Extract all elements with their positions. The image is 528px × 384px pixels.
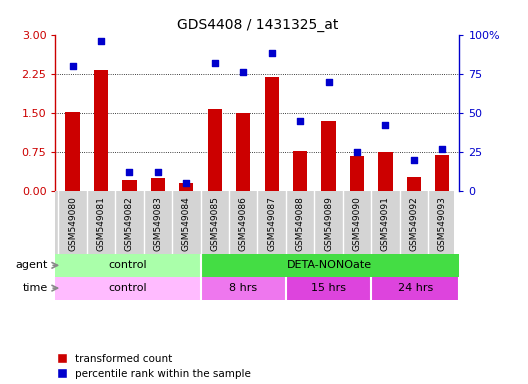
Text: agent: agent: [15, 260, 48, 270]
Text: GSM549087: GSM549087: [267, 196, 276, 251]
Bar: [208, 109, 222, 191]
Text: GSM549082: GSM549082: [125, 196, 134, 251]
Text: time: time: [22, 283, 48, 293]
Point: [381, 122, 390, 129]
Point: [353, 149, 361, 155]
Point: [438, 146, 447, 152]
Bar: [293, 151, 307, 191]
Bar: [435, 155, 449, 191]
Text: GSM549092: GSM549092: [409, 196, 418, 251]
Bar: [94, 70, 108, 191]
Point: [410, 157, 418, 163]
Text: GSM549088: GSM549088: [296, 196, 305, 251]
Bar: [65, 112, 80, 191]
Title: GDS4408 / 1431325_at: GDS4408 / 1431325_at: [177, 18, 338, 32]
Bar: [407, 177, 421, 191]
Bar: [265, 78, 279, 191]
Point: [154, 169, 162, 175]
Point: [267, 50, 276, 56]
Text: GSM549083: GSM549083: [153, 196, 162, 251]
Text: GSM549089: GSM549089: [324, 196, 333, 251]
Bar: [322, 121, 336, 191]
Bar: [350, 156, 364, 191]
Point: [68, 63, 77, 69]
Point: [97, 38, 105, 44]
Bar: [122, 180, 137, 191]
Bar: [201, 277, 286, 300]
Point: [182, 180, 191, 187]
Bar: [55, 254, 201, 277]
Text: GSM549093: GSM549093: [438, 196, 447, 251]
Point: [296, 118, 304, 124]
Text: GSM549090: GSM549090: [353, 196, 362, 251]
Bar: [150, 178, 165, 191]
Text: GSM549081: GSM549081: [97, 196, 106, 251]
Text: 8 hrs: 8 hrs: [229, 283, 257, 293]
Point: [211, 60, 219, 66]
Text: GSM549091: GSM549091: [381, 196, 390, 251]
Text: GSM549086: GSM549086: [239, 196, 248, 251]
Text: 15 hrs: 15 hrs: [311, 283, 346, 293]
Bar: [201, 254, 459, 277]
Text: 24 hrs: 24 hrs: [398, 283, 433, 293]
Bar: [236, 113, 250, 191]
Text: GSM549084: GSM549084: [182, 196, 191, 251]
Bar: [179, 184, 193, 191]
Text: GSM549085: GSM549085: [210, 196, 219, 251]
Bar: [378, 152, 392, 191]
Legend: transformed count, percentile rank within the sample: transformed count, percentile rank withi…: [58, 354, 251, 379]
Point: [125, 169, 134, 175]
Bar: [371, 277, 459, 300]
Point: [324, 78, 333, 84]
Bar: [286, 277, 371, 300]
Bar: [55, 277, 201, 300]
Text: GSM549080: GSM549080: [68, 196, 77, 251]
Text: control: control: [109, 260, 147, 270]
Text: DETA-NONOate: DETA-NONOate: [287, 260, 372, 270]
Point: [239, 69, 248, 75]
Text: control: control: [109, 283, 147, 293]
